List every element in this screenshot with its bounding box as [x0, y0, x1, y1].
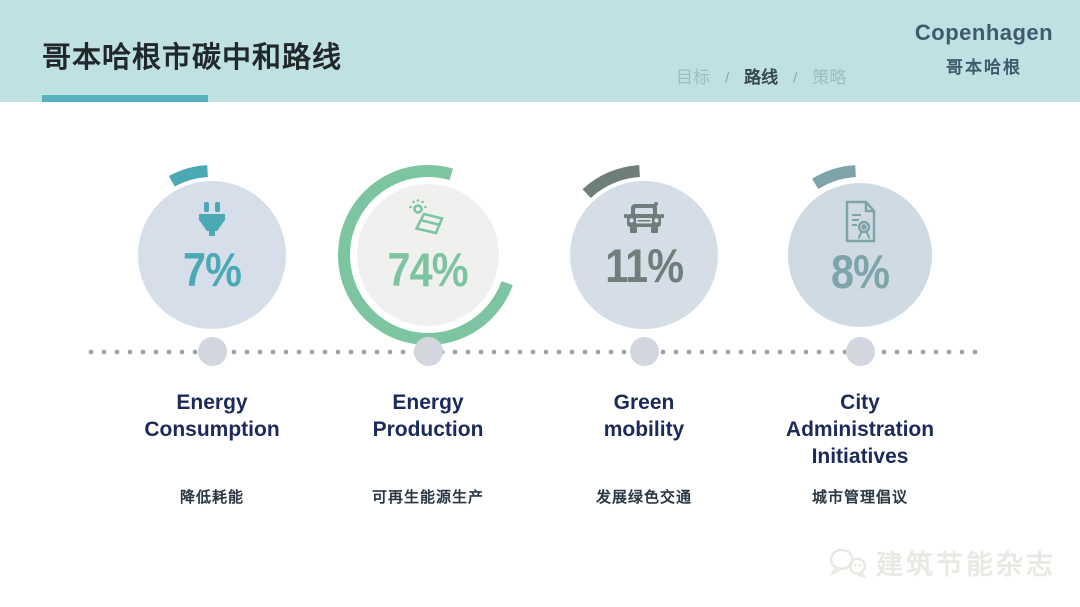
progress-ring — [554, 165, 734, 345]
progress-ring — [122, 164, 302, 345]
timeline-node — [197, 337, 227, 366]
donut-chart-city-administration: 8% — [768, 163, 952, 347]
timeline-node — [413, 337, 443, 366]
logo-text-en: Copenhagen — [914, 20, 1054, 45]
donut-chart-energy-production: 74% — [336, 163, 520, 347]
breadcrumb-separator: / — [725, 70, 730, 87]
donut-disc — [788, 183, 932, 327]
percentage-value: 74% — [387, 243, 469, 296]
donut-disc — [570, 181, 718, 329]
item-title-en: Energy Consumption — [144, 391, 280, 441]
item-title-en: Green mobility — [603, 391, 685, 441]
item-title-en: Energy Production — [372, 391, 484, 441]
progress-ring — [770, 165, 950, 345]
item-title-zh: 城市管理倡议 — [811, 489, 908, 506]
donut-disc — [357, 184, 499, 326]
timeline-node — [629, 337, 659, 366]
progress-arc — [122, 164, 302, 345]
logo-text-zh: 哥本哈根 — [946, 58, 1022, 77]
watermark-text: 建筑节能杂志 — [876, 550, 1056, 580]
roadmap-item-green-mobility: 11% Green mobility 发展绿色交通 — [536, 163, 752, 533]
breadcrumb-goal[interactable]: 目标 — [676, 68, 710, 87]
percentage-value: 8% — [830, 245, 890, 298]
item-title-en: City Administration Initiatives — [785, 391, 935, 468]
logo: Copenhagen 哥本哈根 — [904, 20, 1064, 78]
donut-content: 74% — [336, 163, 520, 347]
progress-arc — [770, 165, 950, 345]
solar-panel-icon — [409, 199, 444, 235]
item-title-zh: 可再生能源生产 — [371, 489, 484, 506]
progress-ring — [338, 165, 518, 345]
timeline-node — [845, 337, 875, 366]
breadcrumb: 目标 / 路线 / 策略 — [676, 63, 846, 88]
plug-icon — [199, 202, 225, 236]
donut-content: 8% — [768, 163, 952, 347]
breadcrumb-strategy[interactable]: 策略 — [812, 68, 847, 87]
car-icon — [624, 202, 664, 233]
title-underline — [42, 95, 208, 102]
watermark: 建筑节能杂志 — [828, 543, 1056, 582]
item-title-zh: 降低耗能 — [179, 489, 244, 506]
roadmap-item-energy-production: 74% Energy Production 可再生能源生产 — [320, 163, 536, 533]
donut-chart-energy-consumption: 7% — [120, 163, 304, 347]
roadmap-item-city-administration: 8% City Administration Initiatives 城市管理倡… — [752, 163, 968, 533]
progress-arc — [338, 165, 518, 345]
percentage-value: 7% — [182, 243, 242, 296]
roadmap-cards: 7% Energy Consumption 降低耗能 — [104, 163, 968, 533]
wechat-icon — [829, 548, 867, 578]
certificate-icon — [845, 200, 876, 243]
donut-disc — [138, 181, 286, 329]
donut-content: 11% — [552, 163, 736, 347]
roadmap-item-energy-consumption: 7% Energy Consumption 降低耗能 — [104, 163, 320, 533]
timeline-dotted-line — [88, 349, 985, 355]
page-title: 哥本哈根市碳中和路线 — [42, 42, 343, 74]
percentage-value: 11% — [605, 239, 684, 292]
header-bar: 哥本哈根市碳中和路线 目标 / 路线 / 策略 Copenhagen 哥本哈根 — [0, 0, 1080, 102]
breadcrumb-route[interactable]: 路线 — [744, 68, 779, 87]
donut-content: 7% — [120, 163, 304, 347]
item-title-zh: 发展绿色交通 — [595, 489, 692, 506]
breadcrumb-separator: / — [793, 70, 798, 87]
donut-chart-green-mobility: 11% — [552, 163, 736, 347]
